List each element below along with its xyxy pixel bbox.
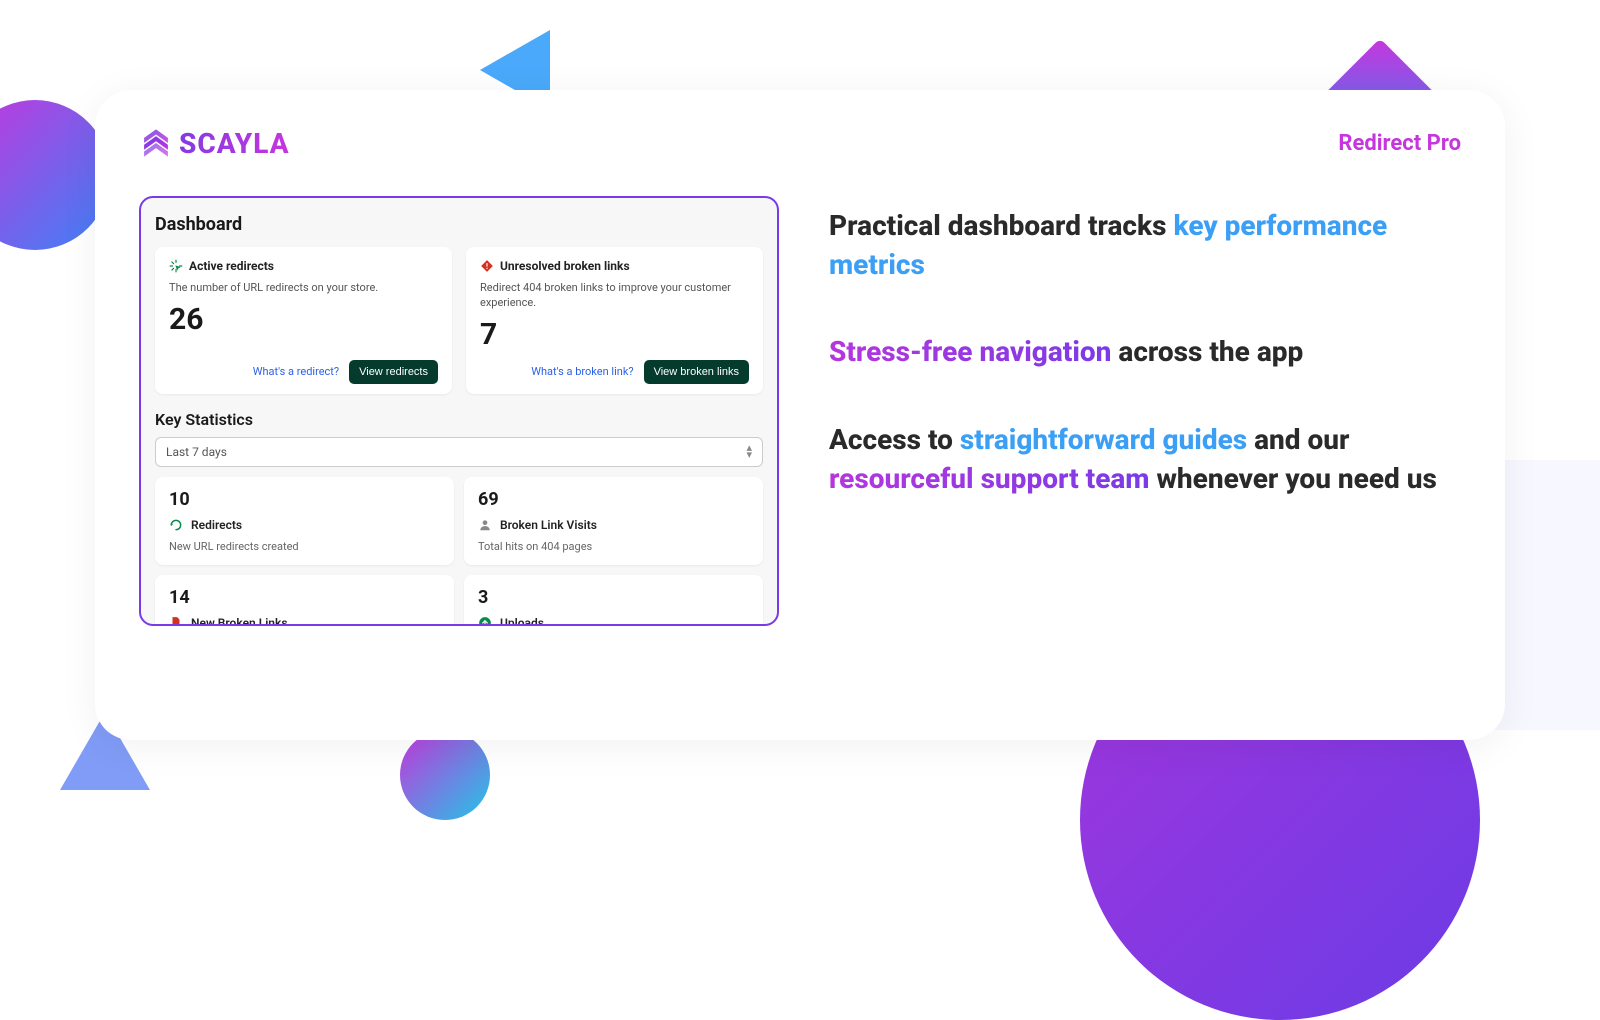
card-desc: The number of URL redirects on your stor… bbox=[169, 281, 438, 296]
decorative-circle bbox=[400, 730, 490, 820]
time-range-value: Last 7 days bbox=[166, 445, 227, 459]
card-title: Unresolved broken links bbox=[500, 259, 630, 273]
time-range-select[interactable]: Last 7 days ▴▾ bbox=[155, 437, 763, 467]
stat-broken-visits: 69 Broken Link Visits Total hits on 404 … bbox=[464, 477, 763, 565]
card-value: 7 bbox=[480, 317, 749, 352]
brand-name: SCAYLA bbox=[179, 127, 290, 160]
stat-redirects: 10 Redirects New URL redirects created bbox=[155, 477, 454, 565]
alert-diamond-icon bbox=[480, 259, 494, 273]
header: SCAYLA Redirect Pro bbox=[139, 126, 1461, 160]
card-title: Active redirects bbox=[189, 259, 274, 273]
stat-label: Redirects bbox=[191, 518, 242, 532]
stat-value: 14 bbox=[169, 587, 440, 608]
broken-links-card: Unresolved broken links Redirect 404 bro… bbox=[466, 247, 763, 394]
cursor-click-icon bbox=[169, 259, 183, 273]
highlight: straightforward guides bbox=[960, 423, 1247, 456]
file-icon bbox=[169, 616, 183, 626]
highlight: Stress-free navigation bbox=[829, 335, 1111, 368]
logo-icon bbox=[139, 126, 173, 160]
feature-1: Practical dashboard tracks key performan… bbox=[829, 206, 1461, 284]
stat-value: 10 bbox=[169, 489, 440, 510]
chevron-updown-icon: ▴▾ bbox=[746, 445, 752, 458]
stat-label: Broken Link Visits bbox=[500, 518, 597, 532]
stat-label: New Broken Links bbox=[191, 616, 288, 626]
dashboard-column: Dashboard Active redirects The number of… bbox=[139, 196, 779, 704]
dashboard-title: Dashboard bbox=[155, 214, 763, 235]
features-column: Practical dashboard tracks key performan… bbox=[829, 206, 1461, 704]
stat-uploads: 3 Uploads bbox=[464, 575, 763, 626]
stat-value: 3 bbox=[478, 587, 749, 608]
stats-grid: 10 Redirects New URL redirects created 6… bbox=[155, 477, 763, 626]
whats-a-broken-link-link[interactable]: What's a broken link? bbox=[531, 365, 633, 378]
decorative-circle bbox=[0, 100, 110, 250]
card-value: 26 bbox=[169, 302, 438, 337]
highlight: resourceful support team bbox=[829, 462, 1150, 495]
person-icon bbox=[478, 518, 492, 532]
whats-a-redirect-link[interactable]: What's a redirect? bbox=[253, 365, 339, 378]
product-name: Redirect Pro bbox=[1338, 131, 1461, 156]
main-card: SCAYLA Redirect Pro Dashboard Active red… bbox=[95, 90, 1505, 740]
stat-desc: Total hits on 404 pages bbox=[478, 540, 749, 553]
top-cards-row: Active redirects The number of URL redir… bbox=[155, 247, 763, 394]
stat-label: Uploads bbox=[500, 616, 544, 626]
stat-value: 69 bbox=[478, 489, 749, 510]
logo: SCAYLA bbox=[139, 126, 290, 160]
dashboard-panel: Dashboard Active redirects The number of… bbox=[139, 196, 779, 626]
stat-desc: New URL redirects created bbox=[169, 540, 440, 553]
feature-2: Stress-free navigation across the app bbox=[829, 332, 1461, 371]
card-desc: Redirect 404 broken links to improve you… bbox=[480, 281, 749, 311]
view-redirects-button[interactable]: View redirects bbox=[349, 360, 438, 384]
key-statistics-title: Key Statistics bbox=[155, 410, 763, 429]
upload-icon bbox=[478, 616, 492, 626]
active-redirects-card: Active redirects The number of URL redir… bbox=[155, 247, 452, 394]
stat-new-broken-links: 14 New Broken Links bbox=[155, 575, 454, 626]
view-broken-links-button[interactable]: View broken links bbox=[644, 360, 749, 384]
feature-3: Access to straightforward guides and our… bbox=[829, 420, 1461, 498]
redirect-icon bbox=[169, 518, 183, 532]
